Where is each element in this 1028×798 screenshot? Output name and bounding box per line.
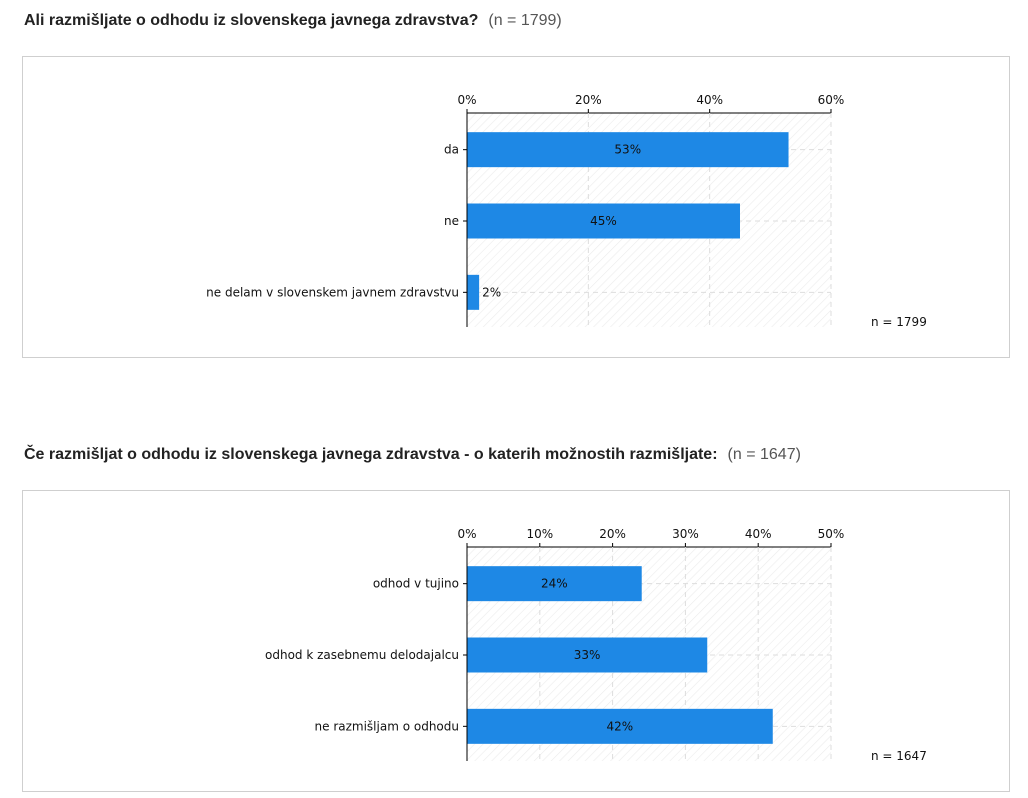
bar — [467, 203, 740, 239]
category-label: odhod k zasebnemu delodajalcu — [265, 648, 459, 662]
x-tick-label: 20% — [575, 93, 602, 107]
question-1-n: (n = 1799) — [488, 12, 562, 29]
category-label: da — [444, 143, 459, 157]
chart-panel-2: 0% 10% 20% 30% 40% 50% odhod v tujino 24% odhod … — [22, 490, 1010, 792]
chart-panel-1: 0% 20% 40% 60% da 53% ne 45% ne delam v slovensk… — [22, 56, 1010, 358]
chart-1: 0% 20% 40% 60% da 53% ne 45% ne delam v slovensk… — [206, 93, 927, 329]
bar — [467, 566, 642, 602]
n-annotation: n = 1647 — [871, 749, 927, 763]
data-label: 53% — [614, 143, 641, 157]
category-label: ne delam v slovenskem javnem zdravstvu — [206, 285, 459, 299]
chart-2: 0% 10% 20% 30% 40% 50% odhod v tujino 24% odhod … — [265, 527, 927, 763]
x-tick-label: 0% — [457, 93, 476, 107]
data-label: 2% — [482, 285, 501, 299]
x-tick-label: 20% — [599, 527, 626, 541]
x-tick-label: 60% — [818, 93, 845, 107]
bar — [467, 637, 708, 673]
x-tick-label: 30% — [672, 527, 699, 541]
data-label: 42% — [607, 719, 634, 733]
bar — [467, 708, 773, 744]
x-tick-label: 10% — [526, 527, 553, 541]
question-1: Ali razmišljate o odhodu iz slovenskega … — [24, 12, 562, 30]
question-2: Če razmišljat o odhodu iz slovenskega ja… — [24, 446, 801, 464]
question-1-text: Ali razmišljate o odhodu iz slovenskega … — [24, 12, 479, 29]
data-label: 33% — [574, 648, 601, 662]
category-label: ne — [444, 214, 459, 228]
x-tick-label: 40% — [745, 527, 772, 541]
x-tick-label: 0% — [457, 527, 476, 541]
bar — [467, 274, 480, 310]
question-2-n: (n = 1647) — [727, 446, 801, 463]
category-label: odhod v tujino — [373, 577, 459, 591]
data-label: 45% — [590, 214, 617, 228]
bar — [467, 132, 789, 168]
n-annotation: n = 1799 — [871, 315, 927, 329]
category-label: ne razmišljam o odhodu — [315, 719, 459, 733]
data-label: 24% — [541, 577, 568, 591]
x-tick-label: 50% — [818, 527, 845, 541]
question-2-text: Če razmišljat o odhodu iz slovenskega ja… — [24, 446, 718, 463]
x-tick-label: 40% — [696, 93, 723, 107]
